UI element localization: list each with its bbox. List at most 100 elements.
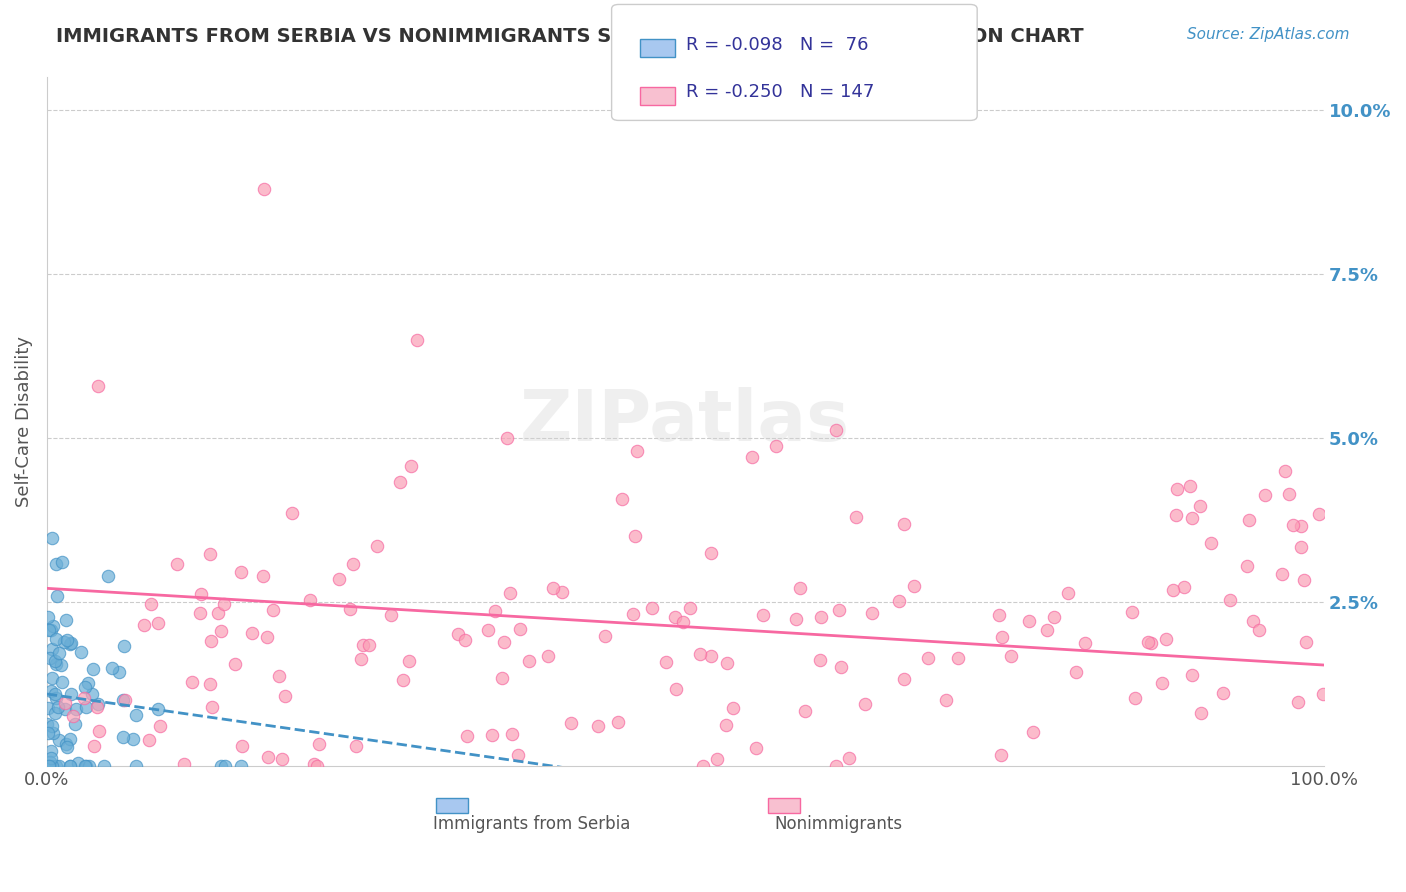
Point [37,725,59,739]
Point [678,601,700,615]
Point [716,656,738,670]
Point [83,739,105,753]
Y-axis label: Self-Care Disability: Self-Care Disability [15,336,32,508]
Point [506,747,529,762]
Point [991,630,1014,644]
Point [59,731,82,746]
Point [586,719,609,733]
Point [1212,686,1234,700]
Point [112,639,135,653]
Point [141,597,163,611]
Point [72,690,94,705]
Point [51,674,73,689]
Point [454,632,477,647]
Point [305,759,328,773]
Point [830,660,852,674]
Point [745,741,768,756]
Point [44,654,66,668]
Point [484,604,506,618]
Point [560,715,582,730]
Point [45,759,67,773]
Point [302,757,325,772]
Point [517,654,540,668]
Point [107,665,129,679]
Point [69,645,91,659]
Point [122,731,145,746]
Point [299,593,322,607]
Point [607,715,630,730]
Point [132,618,155,632]
Point [37,701,59,715]
Point [45,557,67,571]
Point [114,693,136,707]
Point [1237,513,1260,527]
Point [1308,507,1330,521]
Point [1074,635,1097,649]
FancyBboxPatch shape [436,798,468,814]
Point [308,737,330,751]
Point [41,719,63,733]
Point [654,655,676,669]
Point [825,759,848,773]
Point [706,752,728,766]
Point [45,632,67,647]
Point [946,651,969,665]
Point [87,724,110,739]
Point [721,701,744,715]
Point [39,744,62,758]
Point [44,706,66,720]
Point [207,607,229,621]
Point [366,539,388,553]
Point [1294,574,1316,588]
Point [825,423,848,437]
Point [359,638,381,652]
FancyBboxPatch shape [768,798,800,814]
Point [1173,580,1195,594]
Point [626,443,648,458]
Point [73,759,96,773]
Point [785,612,807,626]
Point [903,579,925,593]
Point [793,704,815,718]
Point [1178,479,1201,493]
Point [495,431,517,445]
Point [501,727,523,741]
Point [1064,665,1087,679]
Point [125,759,148,773]
Point [41,531,63,545]
Point [1166,482,1188,496]
Point [1236,559,1258,574]
Point [56,632,79,647]
Text: R = -0.098   N =  76: R = -0.098 N = 76 [686,37,869,54]
Point [75,759,97,773]
Point [38,759,60,773]
Point [860,606,883,620]
Point [212,597,235,611]
Point [765,439,787,453]
Point [55,738,77,752]
Point [893,672,915,686]
Point [41,759,63,773]
Point [59,636,82,650]
Point [1189,706,1212,721]
Point [41,642,63,657]
Point [45,589,67,603]
Point [224,657,246,672]
Point [700,649,723,664]
Point [595,629,617,643]
Point [86,699,108,714]
Point [48,646,70,660]
Point [51,657,73,672]
Point [1249,623,1271,637]
Point [252,568,274,582]
Point [55,613,77,627]
Point [1295,635,1317,649]
Point [269,669,291,683]
Point [59,759,82,773]
Point [1286,695,1309,709]
Point [75,700,97,714]
Point [1140,636,1163,650]
Point [352,639,374,653]
Point [1289,519,1312,533]
Point [389,475,412,489]
